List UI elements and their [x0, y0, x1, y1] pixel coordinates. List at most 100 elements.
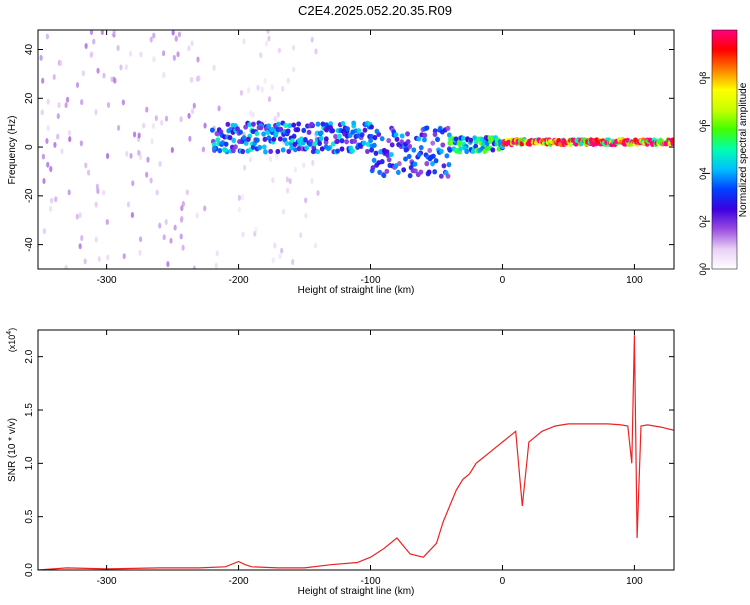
spectrogram-cell — [445, 173, 451, 179]
spectrogram-cell — [418, 169, 424, 175]
spectrogram-cell — [278, 253, 282, 260]
snr-x-tick-label: 100 — [626, 576, 643, 587]
snr-x-tick-label: -200 — [229, 576, 249, 587]
spectrogram-cell — [79, 140, 83, 147]
spectrogram-cell — [169, 237, 173, 244]
spectrogram-cell — [187, 112, 191, 119]
spectrogram-cell — [403, 156, 408, 162]
spectrogram-cell — [282, 208, 286, 215]
spectrogram-cell — [365, 141, 371, 147]
spectrogram-cell — [361, 140, 367, 146]
spectrogram-cell — [39, 54, 43, 61]
spectrogram-cell — [266, 30, 270, 34]
spectrogram-cell — [242, 38, 246, 45]
snr-y-tick-label: 0.5 — [24, 509, 35, 523]
spectrogram-cell — [318, 135, 324, 141]
spectrogram-cell — [235, 126, 240, 132]
spectrogram-cell — [379, 136, 385, 142]
spectrogram-cell — [490, 147, 496, 153]
spectrogram-cell — [94, 236, 98, 243]
snr-y-axis-label: SNR (10 * v/v) — [7, 418, 18, 482]
spectrogram-cell — [196, 56, 200, 63]
spectrogram-cell — [152, 56, 156, 63]
spectrogram-cell — [60, 148, 64, 155]
spectrogram-cell — [427, 156, 433, 162]
spectrogram-cell — [446, 132, 452, 138]
spectrogram-cell — [240, 148, 246, 155]
spectrogram-cell — [438, 173, 444, 179]
spectrogram-cell — [374, 128, 380, 134]
spectrogram-cell — [45, 137, 49, 144]
spectrogram-cell — [273, 242, 277, 249]
spectrogram-y-axis-label: Frequency (Hz) — [7, 116, 18, 185]
spectrogram-cell — [42, 228, 46, 235]
spectrogram-cell — [453, 136, 459, 142]
spectrogram-cell — [254, 226, 258, 233]
spectrogram-cell — [231, 137, 237, 144]
spectrogram-cell — [262, 136, 268, 142]
spectrogram-cell — [306, 129, 312, 135]
spectrogram-cell — [237, 206, 241, 213]
spectrogram-cell — [470, 148, 476, 154]
spectrogram-cell — [78, 212, 82, 219]
snr-series-line — [38, 335, 674, 570]
spectrogram-cell — [405, 139, 411, 145]
spectrogram-cell — [416, 152, 422, 158]
spectrogram-cell — [166, 261, 170, 268]
spectrogram-cell — [251, 111, 255, 118]
colorbar-gradient — [711, 29, 738, 270]
spectrogram-cell — [95, 183, 99, 190]
spectrogram-cell — [41, 153, 46, 160]
spectrogram-cell — [309, 121, 315, 127]
spectrogram-cell — [401, 167, 407, 173]
spectrogram-cell — [373, 150, 379, 156]
spectrogram-cell — [129, 152, 133, 159]
colorbar-label: Normalized spectral amplitude — [738, 82, 749, 217]
spectrogram-cell — [350, 148, 355, 154]
spectrogram-cell — [46, 125, 50, 132]
spectrogram-cell — [290, 138, 295, 144]
spectrogram-cell — [261, 131, 267, 137]
snr-multiplier-base: (x10 — [7, 335, 17, 353]
snr-x-tick-label: -100 — [361, 576, 381, 587]
spectrogram-cell — [435, 136, 440, 143]
spectrogram-cell — [45, 33, 49, 40]
spectrogram-cell — [316, 190, 320, 197]
spectrogram-cell — [75, 81, 80, 88]
spectrogram-cell — [249, 109, 253, 116]
spectrogram-cell — [54, 196, 58, 203]
spectrogram-cell — [296, 146, 302, 152]
spectrogram-cell — [49, 205, 53, 212]
spectrogram-cell — [291, 133, 297, 139]
snr-y-tick-label: 1.5 — [24, 403, 35, 417]
spectrogram-cell — [271, 257, 275, 264]
spectrogram-cell — [310, 36, 314, 43]
spectrogram-cell — [152, 32, 156, 39]
spectrogram-cell — [179, 116, 183, 123]
spectrogram-cell — [129, 50, 133, 57]
spectrogram-cell — [46, 98, 50, 105]
spectrogram-cell — [223, 141, 229, 147]
figure-title: C2E4.2025.052.20.35.R09 — [298, 3, 452, 18]
spectrogram-cell — [356, 128, 362, 134]
spectrogram-cell — [330, 128, 336, 134]
spectrogram-cell — [371, 157, 377, 163]
spectrogram-cell — [292, 147, 298, 153]
spectrogram-cell — [359, 132, 365, 138]
spectrogram-cell — [281, 85, 285, 92]
spectrogram-cell — [46, 161, 50, 168]
spectrogram-cell — [267, 35, 271, 42]
spectrogram-cell — [369, 147, 375, 153]
spectrogram-cell — [247, 122, 252, 128]
spectrogram-cell — [56, 113, 60, 120]
snr-background — [38, 330, 674, 570]
spectrogram-cell — [230, 148, 236, 154]
spectrogram-cell — [388, 151, 394, 158]
spectrogram-cell — [180, 205, 184, 212]
spectrogram-cell — [96, 67, 100, 74]
spectrogram-cell — [301, 127, 307, 133]
spectrogram-cell — [385, 152, 391, 158]
snr-multiplier-exponent: 4 — [6, 331, 13, 335]
spectrogram-cell — [137, 132, 141, 139]
